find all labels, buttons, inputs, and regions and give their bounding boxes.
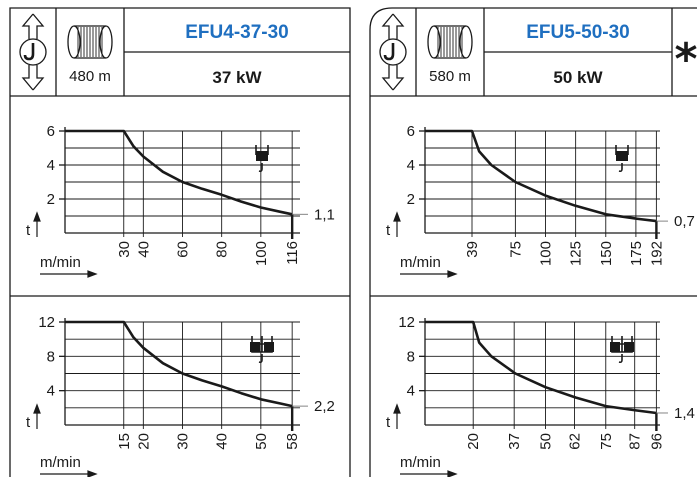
motor-power: 50 kW <box>553 68 603 87</box>
y-tick-label: 8 <box>407 348 415 365</box>
capacity-curve <box>425 320 657 415</box>
model-name: EFU5-50-30 <box>526 22 630 43</box>
x-tick-label: 150 <box>598 241 615 266</box>
x-tick-label: 62 <box>566 433 583 450</box>
x-tick-label: 37 <box>506 433 523 450</box>
up-arrow-icon <box>393 211 401 237</box>
min-load-label: 1,1 <box>314 206 335 223</box>
x-tick-label: 15 <box>116 433 133 450</box>
x-tick-label: 40 <box>214 433 231 450</box>
x-tick-label: 116 <box>284 241 301 265</box>
panel-frame <box>369 7 697 477</box>
x-tick-label: 80 <box>214 241 231 258</box>
x-tick-label: 30 <box>116 241 133 258</box>
double-hook-icon <box>250 336 274 364</box>
y-tick-label: 2 <box>47 191 55 208</box>
single-hook-icon <box>255 145 269 173</box>
x-tick-label: 96 <box>648 433 665 450</box>
chart-single-hook: 2 4 6 t 30 40 60 80 100 116 m/min 1,1 <box>26 123 335 278</box>
model-name: EFU4-37-30 <box>185 22 289 43</box>
x-tick-label: 40 <box>135 241 152 258</box>
chart-double-hook: 4 8 12 t 15 20 30 40 50 58 m/min 2,2 <box>26 314 335 477</box>
min-load-label: 2,2 <box>314 398 335 415</box>
x-tick-label: 50 <box>253 433 270 450</box>
min-load-label: 0,7 <box>674 213 695 230</box>
x-tick-label: 20 <box>135 433 152 450</box>
x-tick-label: 39 <box>464 241 481 258</box>
panel-efu5-50-30: 580 m EFU5-50-30 50 kW * 2 4 6 t 39 75 100 125 150 17… <box>369 7 697 477</box>
x-tick-label: 75 <box>507 241 524 258</box>
rope-drum-icon <box>427 25 473 59</box>
hoist-updown-icon <box>19 13 47 91</box>
x-tick-label: 100 <box>538 241 555 266</box>
capacity-curve <box>65 129 293 216</box>
y-tick-label: 2 <box>407 191 415 208</box>
up-arrow-icon <box>33 403 41 429</box>
right-arrow-icon <box>40 470 98 477</box>
single-hook-icon <box>615 145 629 173</box>
x-tick-label: 125 <box>568 241 585 266</box>
rope-length: 580 m <box>429 68 471 85</box>
x-tick-label: 30 <box>175 433 192 450</box>
panel-frame <box>9 7 351 477</box>
y-tick-label: 4 <box>47 157 55 174</box>
y-tick-label: 8 <box>47 348 55 365</box>
rope-length: 480 m <box>69 68 111 85</box>
x-axis-label: m/min <box>40 254 81 271</box>
y-tick-label: 4 <box>407 383 415 400</box>
x-tick-label: 50 <box>538 433 555 450</box>
double-hook-icon <box>610 336 634 364</box>
up-arrow-icon <box>393 403 401 429</box>
x-tick-label: 58 <box>284 433 301 450</box>
x-axis-label: m/min <box>40 454 81 471</box>
chart-single-hook: 2 4 6 t 39 75 100 125 150 175 192 m/min 0,7 <box>386 123 695 278</box>
y-tick-label: 12 <box>38 314 55 331</box>
min-load-label: 1,4 <box>674 405 695 422</box>
y-axis-label: t <box>386 414 391 431</box>
y-tick-label: 6 <box>407 123 415 140</box>
rope-drum-icon <box>67 25 113 59</box>
y-tick-label: 4 <box>47 383 55 400</box>
y-tick-label: 12 <box>398 314 415 331</box>
hoist-updown-icon <box>379 13 407 91</box>
y-tick-label: 4 <box>407 157 415 174</box>
footnote-marker: * <box>674 34 697 85</box>
x-tick-label: 100 <box>253 241 270 266</box>
x-tick-label: 20 <box>465 433 482 450</box>
right-arrow-icon <box>400 470 458 477</box>
right-arrow-icon <box>40 270 98 278</box>
x-tick-label: 192 <box>648 241 665 266</box>
y-axis-label: t <box>26 222 31 239</box>
x-axis-label: m/min <box>400 254 441 271</box>
chart-double-hook: 4 8 12 t 20 37 50 62 75 87 96 m/min 1,4 <box>386 314 695 477</box>
right-arrow-icon <box>400 270 458 278</box>
capacity-curve <box>425 129 657 223</box>
x-tick-label: 175 <box>628 241 645 266</box>
x-axis-label: m/min <box>400 454 441 471</box>
x-tick-label: 60 <box>175 241 192 258</box>
x-tick-label: 75 <box>598 433 615 450</box>
capacity-curve <box>65 320 293 408</box>
y-axis-label: t <box>386 222 391 239</box>
y-tick-label: 6 <box>47 123 55 140</box>
up-arrow-icon <box>33 211 41 237</box>
y-axis-label: t <box>26 414 31 431</box>
motor-power: 37 kW <box>212 68 262 87</box>
x-tick-label: 87 <box>627 433 644 450</box>
